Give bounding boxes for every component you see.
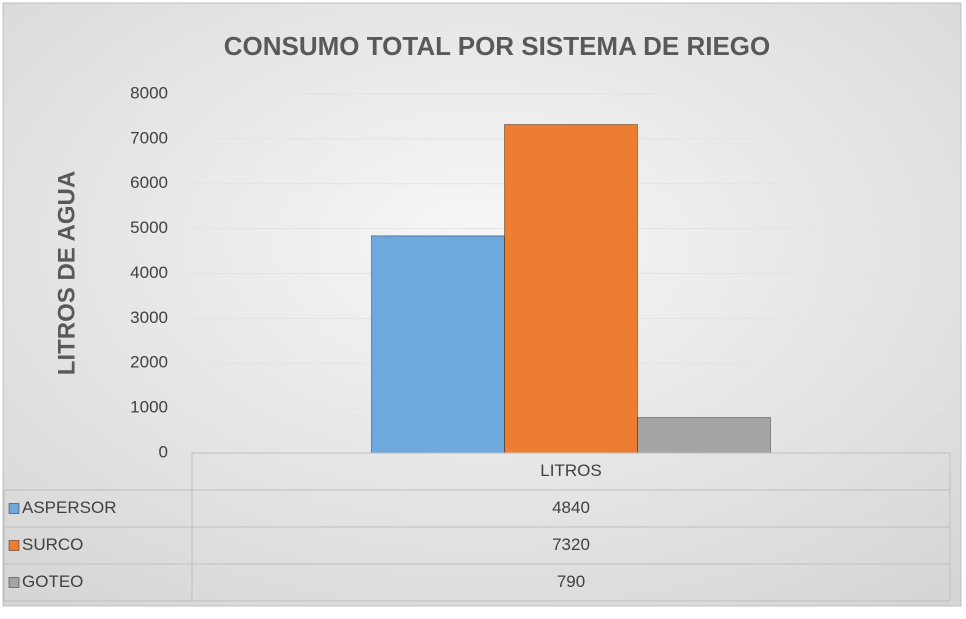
y-tick-label: 8000 (130, 83, 168, 102)
bar (504, 124, 638, 454)
legend-label: ASPERSOR (22, 498, 116, 517)
bar (371, 235, 505, 454)
table-value: 790 (557, 572, 585, 591)
table-value: 4840 (552, 498, 590, 517)
legend-key (8, 577, 20, 588)
y-tick-label: 3000 (130, 308, 168, 327)
legend-key (8, 503, 20, 514)
y-axis-label: LITROS DE AGUA (53, 171, 80, 375)
bar (637, 417, 771, 454)
table-value: 7320 (552, 535, 590, 554)
y-tick-label: 1000 (130, 398, 168, 417)
table-header: LITROS (540, 461, 601, 480)
legend-key (8, 540, 20, 551)
y-tick-label: 7000 (130, 128, 168, 147)
y-tick-label: 6000 (130, 173, 168, 192)
chart-title: CONSUMO TOTAL POR SISTEMA DE RIEGO (224, 31, 771, 61)
y-tick-label: 0 (159, 442, 168, 461)
legend-label: SURCO (22, 535, 83, 554)
y-tick-label: 5000 (130, 218, 168, 237)
data-table: LITROS 4840 7320 790 ASPERSOR SURCO GOTEO (3, 452, 951, 602)
legend-label: GOTEO (22, 572, 83, 591)
y-tick-label: 4000 (130, 263, 168, 282)
y-tick-label: 2000 (130, 353, 168, 372)
bars (371, 124, 771, 454)
